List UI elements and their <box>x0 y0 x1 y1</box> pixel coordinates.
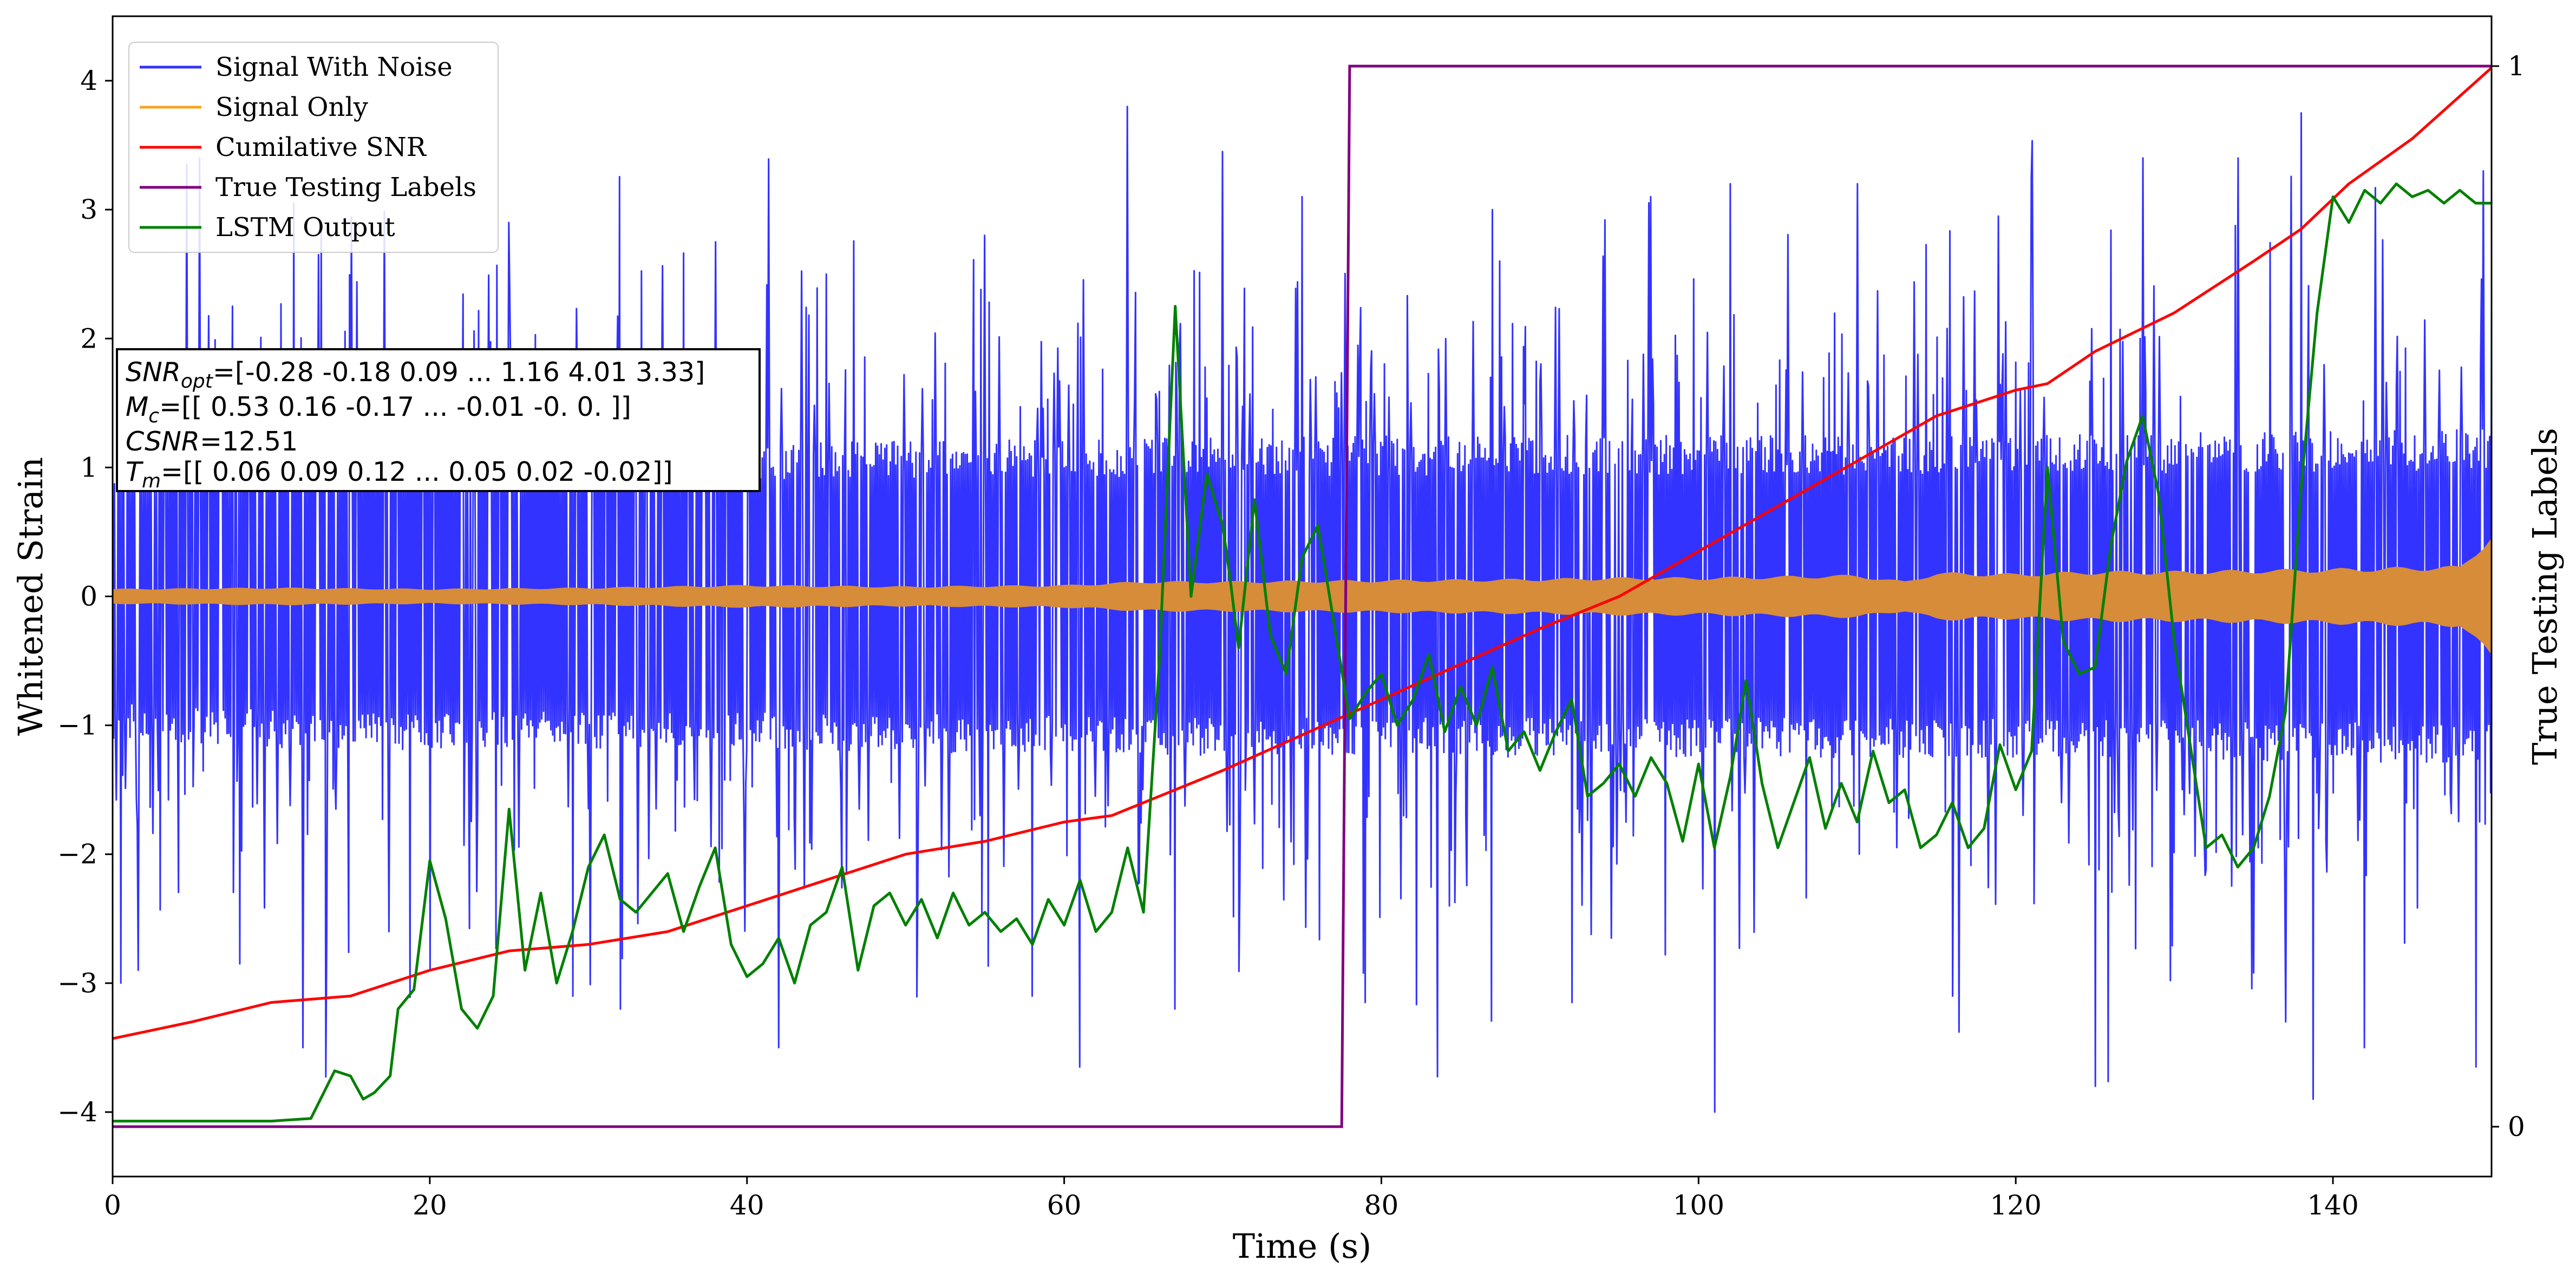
legend-label-cumilative-snr: Cumilative SNR <box>215 132 427 162</box>
legend-label-true-testing-labels: True Testing Labels <box>215 172 476 202</box>
legend-label-signal-with-noise: Signal With Noise <box>215 52 453 82</box>
annotation-mc-subscript: c <box>148 405 159 427</box>
y-tick-label: −1 <box>57 710 97 741</box>
annotation-line-tm: Tm=[[ 0.06 0.09 0.12 ... 0.05 0.02 -0.02… <box>126 456 673 492</box>
annotation-tm-symbol: T <box>126 456 144 487</box>
x-tick-label: 80 <box>1364 1190 1399 1221</box>
annotation-snr-symbol: SNR <box>126 357 181 388</box>
annotation-mc-values: =[[ 0.53 0.16 -0.17 ... -0.01 -0. 0. ]] <box>159 391 631 422</box>
y-tick-label: −3 <box>57 968 97 999</box>
signal-only-band <box>113 538 2492 655</box>
x-tick-label: 100 <box>1673 1190 1724 1221</box>
series-signal-with-noise <box>113 106 2492 1113</box>
cumilative-snr-line <box>113 67 2492 1040</box>
annotation-csnr-value: =12.51 <box>200 426 298 457</box>
annotation-line-snr-opt: SNRopt=[-0.28 -0.18 0.09 ... 1.16 4.01 3… <box>126 357 705 393</box>
y-tick-label: 3 <box>80 194 97 225</box>
x-tick-label: 20 <box>413 1190 447 1221</box>
x-tick-label: 140 <box>2307 1190 2358 1221</box>
y-tick-label: 4 <box>80 65 97 96</box>
annotation-line-csnr: CSNR=12.51 <box>126 426 298 457</box>
legend: Signal With Noise Signal Only Cumilative… <box>128 42 499 253</box>
annotation-box: SNRopt=[-0.28 -0.18 0.09 ... 1.16 4.01 3… <box>116 348 761 492</box>
y-axis-label: Whitened Strain <box>11 457 50 736</box>
y-tick-label: 1 <box>80 452 97 483</box>
signal-with-noise-line <box>113 106 2492 1113</box>
y2-tick-label: 0 <box>2508 1111 2525 1142</box>
annotation-snr-values: =[-0.28 -0.18 0.09 ... 1.16 4.01 3.33] <box>213 357 705 388</box>
legend-label-signal-only: Signal Only <box>215 92 368 122</box>
annotation-snr-subscript: opt <box>181 370 214 393</box>
x-tick-label: 0 <box>104 1190 121 1221</box>
annotation-mc-symbol: M <box>126 391 148 422</box>
plot-area <box>113 64 2492 1128</box>
y-tick-label: −2 <box>57 839 97 870</box>
y-tick-label: −4 <box>57 1096 97 1128</box>
x-axis-label: Time (s) <box>1233 1226 1372 1266</box>
annotation-frame <box>116 348 761 492</box>
y-tick-label: 2 <box>80 323 97 354</box>
true-testing-labels-line <box>113 64 2492 1128</box>
annotation-line-mc: Mc=[[ 0.53 0.16 -0.17 ... -0.01 -0. 0. ]… <box>126 391 631 427</box>
y2-axis-label: True Testing Labels <box>2525 428 2565 765</box>
legend-box <box>128 42 499 253</box>
x-tick-label: 40 <box>730 1190 764 1221</box>
annotation-csnr-symbol: CSNR <box>126 426 200 457</box>
annotation-tm-subscript: m <box>142 470 161 492</box>
y2-tick-label: 1 <box>2508 50 2525 82</box>
y-tick-label: 0 <box>80 581 97 612</box>
lstm-output-line <box>113 182 2492 1123</box>
x-tick-label: 120 <box>1990 1190 2041 1221</box>
x-tick-label: 60 <box>1047 1190 1082 1221</box>
legend-label-lstm-output: LSTM Output <box>215 212 395 243</box>
series-signal-only <box>113 538 2492 655</box>
annotation-tm-values: =[[ 0.06 0.09 0.12 ... 0.05 0.02 -0.02]] <box>161 456 673 487</box>
